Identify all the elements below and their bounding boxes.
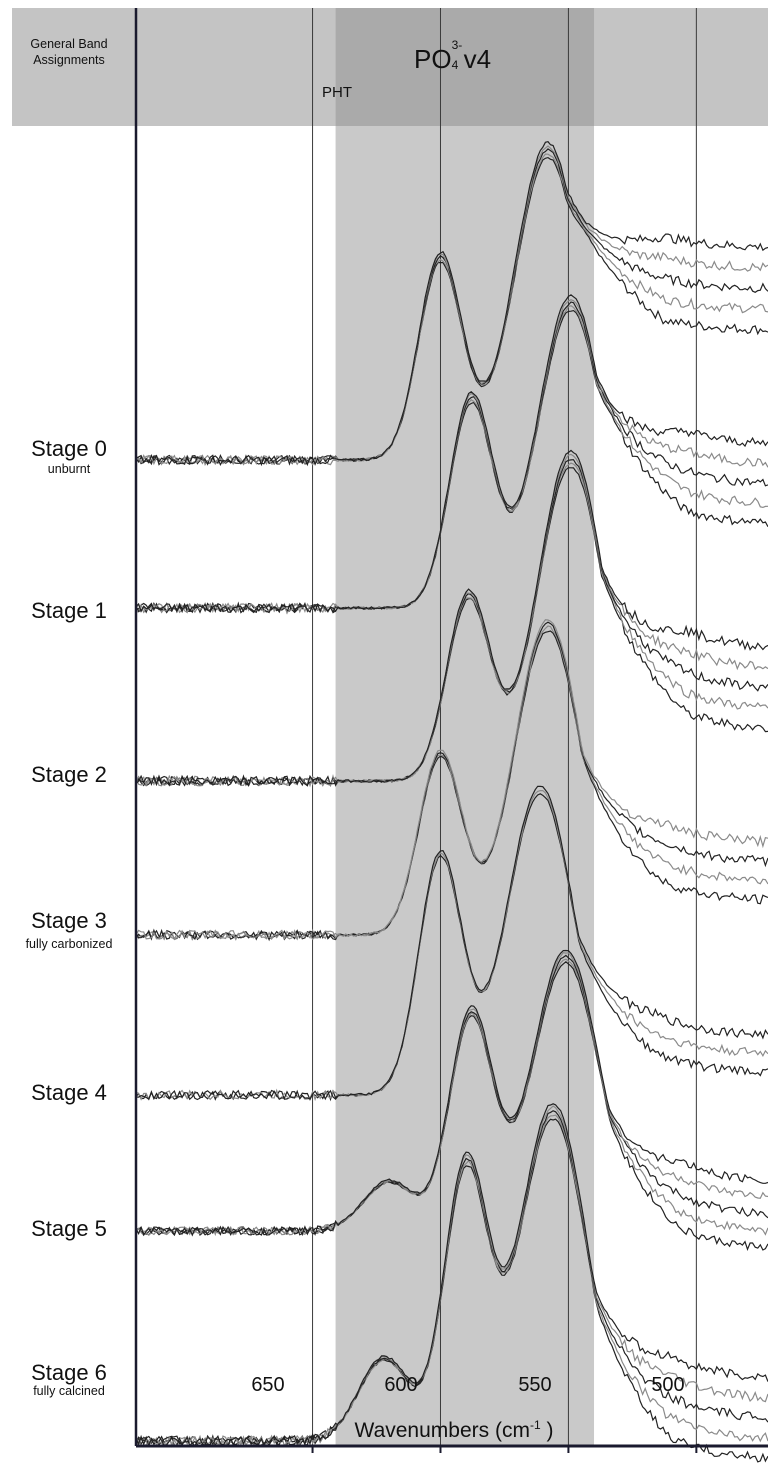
x-tick-label-600: 600 [384,1374,418,1396]
stage-3-note: fully carbonized [25,937,113,951]
x-axis-title-end: ) [540,1419,554,1442]
stage-1-label: Stage 1 [31,598,107,623]
x-tick-label-550: 550 [518,1374,552,1396]
stage-1-spectrum-4 [135,294,768,614]
stage-0-note: unburnt [47,462,91,476]
po4-label-charge: 3- 4 [451,38,464,72]
stage-0-label: Stage 0 [31,436,107,461]
stage-4-label: Stage 4 [31,1080,107,1105]
stage-3-label: Stage 3 [31,908,107,933]
stage-2-label: Stage 2 [31,762,107,787]
po4-subscript: 4 [451,58,459,72]
po4-superscript: 3- [451,38,463,52]
pht-band-header-shading [335,8,595,126]
stage-2-spectrum-4 [135,449,768,787]
stage-4-spectrum-1 [135,790,768,1102]
x-axis-ticks [311,1446,698,1453]
po4-band-shading [335,8,595,1446]
stage-5-label: Stage 5 [31,1216,107,1241]
stage-4-spectrum-0 [135,793,768,1102]
x-axis-title-text: Wavenumbers (cm [354,1419,530,1442]
x-axis-title-exponent: -1 [529,1418,541,1432]
stage-0-spectrum-4 [135,141,768,467]
po4-label-suffix: v4 [463,44,492,74]
stage-6-note: fully calcined [33,1384,105,1398]
spectra-lines [135,141,768,1463]
general-band-assignments-label: General Band Assignments [30,37,108,67]
pht-band-label: PHT [322,84,352,101]
stage-5-spectrum-4 [135,949,768,1237]
stage-6-spectrum-4 [135,1103,768,1448]
x-tick-label-500: 500 [651,1374,685,1396]
stage-3-spectrum-3 [135,619,768,941]
vertical-gridlines [312,8,697,1446]
stage-0-spectrum-1 [135,153,768,466]
po4-label-base: PO [414,44,452,74]
x-tick-label-650: 650 [251,1374,285,1396]
x-axis-title: Wavenumbers (cm-1 ) [0,1418,768,1443]
po4-band-label: PO 3- 4 v4 [414,38,492,75]
stage-4-spectrum-2 [135,785,768,1101]
stage-6-label: Stage 6 [31,1360,107,1385]
